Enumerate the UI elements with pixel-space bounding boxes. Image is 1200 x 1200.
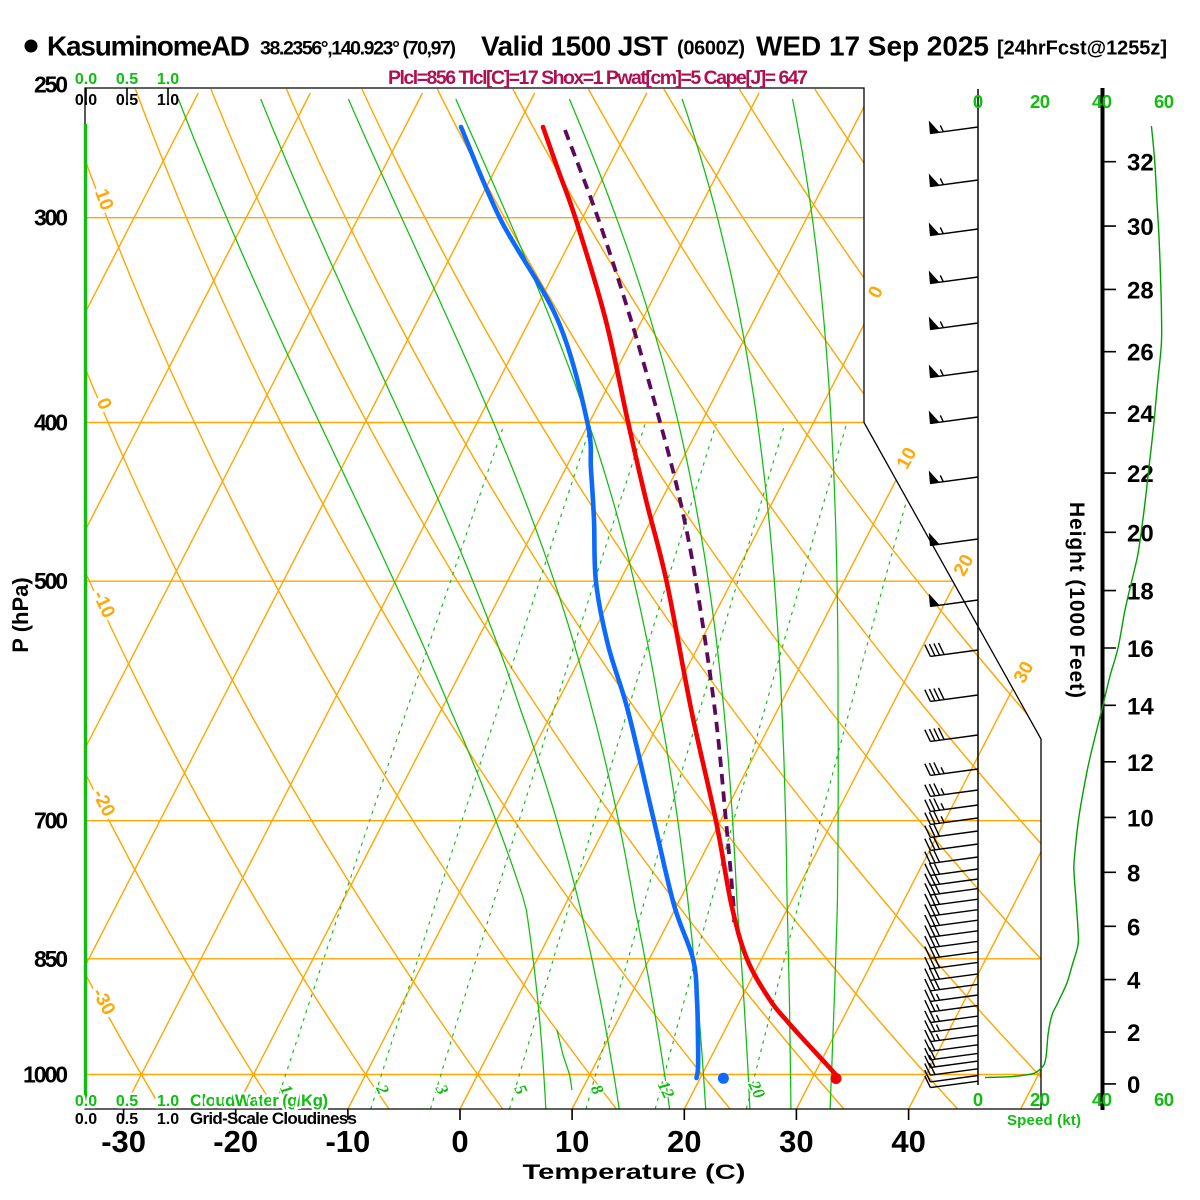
svg-text:1.0: 1.0 xyxy=(157,71,179,88)
svg-text:700: 700 xyxy=(34,808,68,834)
svg-text:-30: -30 xyxy=(101,1124,146,1159)
svg-text:400: 400 xyxy=(34,410,68,436)
svg-text:300: 300 xyxy=(34,205,68,231)
svg-text:40: 40 xyxy=(1092,1089,1112,1110)
svg-text:12: 12 xyxy=(1127,750,1154,777)
svg-text:38.2356°,140.923° (70,97): 38.2356°,140.923° (70,97) xyxy=(260,38,456,60)
svg-text:(0600Z): (0600Z) xyxy=(677,38,745,60)
svg-text:1.0: 1.0 xyxy=(157,1093,179,1110)
svg-text:20: 20 xyxy=(667,1124,701,1159)
svg-text:0: 0 xyxy=(973,1089,983,1110)
svg-text:250: 250 xyxy=(34,72,68,98)
svg-text:30: 30 xyxy=(1127,214,1154,241)
svg-text:10: 10 xyxy=(1127,805,1154,832)
svg-text:32: 32 xyxy=(1127,150,1154,177)
svg-text:24: 24 xyxy=(1127,401,1154,428)
svg-text:CloudWater (g/Kg): CloudWater (g/Kg) xyxy=(190,1091,328,1110)
svg-text:1000: 1000 xyxy=(23,1062,68,1088)
svg-text:14: 14 xyxy=(1127,693,1154,720)
svg-text:20: 20 xyxy=(1030,1089,1050,1110)
svg-text:26: 26 xyxy=(1127,340,1154,367)
svg-text:500: 500 xyxy=(34,568,68,594)
svg-text:0.0: 0.0 xyxy=(75,71,97,88)
svg-text:P (hPa): P (hPa) xyxy=(8,577,33,652)
svg-text:1.0: 1.0 xyxy=(157,1111,179,1128)
svg-text:20: 20 xyxy=(1030,91,1050,112)
svg-text:Grid-Scale Cloudiness: Grid-Scale Cloudiness xyxy=(190,1109,357,1128)
svg-text:Speed (kt): Speed (kt) xyxy=(1007,1112,1081,1129)
svg-text:0.5: 0.5 xyxy=(116,1093,138,1110)
svg-text:16: 16 xyxy=(1127,636,1154,663)
svg-text:0: 0 xyxy=(973,91,983,112)
svg-text:-10: -10 xyxy=(325,1124,370,1159)
svg-text:28: 28 xyxy=(1127,277,1154,304)
svg-text:Temperature (C): Temperature (C) xyxy=(523,1160,746,1184)
svg-text:40: 40 xyxy=(1092,91,1112,112)
svg-text:0.0: 0.0 xyxy=(75,1111,97,1128)
svg-text:10: 10 xyxy=(555,1124,589,1159)
svg-text:4: 4 xyxy=(1127,968,1141,995)
svg-text:2: 2 xyxy=(1127,1020,1140,1047)
svg-text:0: 0 xyxy=(1127,1072,1140,1099)
svg-text:KasuminomeAD: KasuminomeAD xyxy=(47,31,250,62)
svg-text:WED 17 Sep 2025: WED 17 Sep 2025 xyxy=(756,31,989,62)
svg-text:0.5: 0.5 xyxy=(116,71,138,88)
svg-text:8: 8 xyxy=(1127,860,1140,887)
svg-text:0.5: 0.5 xyxy=(116,1111,138,1128)
svg-text:Valid 1500 JST: Valid 1500 JST xyxy=(481,31,668,62)
svg-text:850: 850 xyxy=(34,946,68,972)
svg-text:Height (1000 Feet): Height (1000 Feet) xyxy=(1065,502,1088,698)
svg-text:Plcl=856 Tlcl[C]=17 Shox=1 Pwa: Plcl=856 Tlcl[C]=17 Shox=1 Pwat[cm]=5 Ca… xyxy=(388,67,808,89)
svg-text:40: 40 xyxy=(891,1124,925,1159)
svg-text:-20: -20 xyxy=(213,1124,258,1159)
svg-text:60: 60 xyxy=(1154,91,1174,112)
svg-text:30: 30 xyxy=(779,1124,813,1159)
svg-text:0.0: 0.0 xyxy=(75,1093,97,1110)
svg-text:0: 0 xyxy=(451,1124,468,1159)
svg-text:60: 60 xyxy=(1154,1089,1174,1110)
svg-text:6: 6 xyxy=(1127,914,1140,941)
svg-text:[24hrFcst@1255z]: [24hrFcst@1255z] xyxy=(997,38,1167,60)
